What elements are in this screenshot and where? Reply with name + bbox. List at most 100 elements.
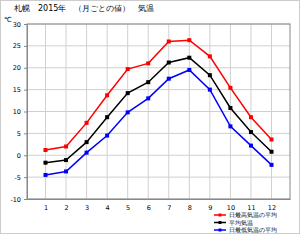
series-marker <box>105 115 109 119</box>
series-marker <box>228 124 232 128</box>
legend-line <box>214 222 226 224</box>
series-marker <box>228 86 232 90</box>
series-marker <box>167 40 171 44</box>
x-tick-label: 6 <box>147 204 151 212</box>
y-axis-line <box>24 25 28 200</box>
series-marker <box>85 140 89 144</box>
legend-label: 日最高気温の平均 <box>229 211 277 218</box>
series-marker <box>85 151 89 155</box>
y-tick: 5 <box>17 130 27 138</box>
y-tick-label: 15 <box>13 86 21 94</box>
x-axis-line <box>28 199 291 200</box>
legend-line <box>214 214 226 216</box>
y-axis-title: ℃ <box>4 16 12 24</box>
legend-marker <box>219 229 222 232</box>
legend: 日最高気温の平均平均気温日最低気温の平均 <box>214 211 277 233</box>
x-grid-line <box>168 24 169 199</box>
y-tick-label: 30 <box>13 21 21 29</box>
x-tick-label: 1 <box>44 204 48 212</box>
y-tick-mark <box>24 133 27 134</box>
y-tick-mark <box>24 90 27 91</box>
series-marker <box>187 68 191 72</box>
x-tick: 5 <box>126 199 130 212</box>
x-tick-label: 9 <box>208 204 212 212</box>
x-tick: 8 <box>188 199 192 212</box>
series-marker <box>85 121 89 125</box>
y-tick: 0 <box>17 152 27 160</box>
y-tick: 30 <box>13 21 27 29</box>
chart: 札幌 2015年 （月ごとの値） 気温℃-10-5051015202530123… <box>0 0 300 234</box>
series-marker <box>126 110 130 114</box>
legend-marker <box>219 221 222 224</box>
x-grid-line <box>271 24 272 199</box>
series-marker <box>228 106 232 110</box>
x-axis: 123456789101112 <box>28 199 291 212</box>
x-tick: 10 <box>227 199 235 212</box>
x-tick-label: 4 <box>106 204 110 212</box>
y-tick: 10 <box>13 108 27 116</box>
x-tick: 6 <box>147 199 151 212</box>
legend-item: 日最高気温の平均 <box>214 211 277 218</box>
x-tick: 7 <box>167 199 171 212</box>
y-tick-mark <box>24 46 27 47</box>
series-line <box>45 70 271 175</box>
y-tick-mark <box>24 24 27 25</box>
plot-frame <box>27 24 290 199</box>
series-marker <box>187 56 191 60</box>
y-tick: 25 <box>13 42 27 50</box>
series-marker <box>43 173 47 177</box>
y-tick-mark <box>24 155 27 156</box>
y-axis: -10-5051015202530 <box>10 21 27 204</box>
series-marker <box>105 134 109 138</box>
y-tick-mark <box>24 112 27 113</box>
y-tick-label: 10 <box>13 108 21 116</box>
series-marker <box>167 61 171 65</box>
series-marker <box>270 138 274 142</box>
series-marker <box>167 77 171 81</box>
x-tick: 12 <box>268 199 276 212</box>
x-grid-line <box>45 24 46 199</box>
series-marker <box>146 61 150 65</box>
series-marker <box>146 80 150 84</box>
x-tick: 4 <box>106 199 110 212</box>
x-tick-label: 2 <box>64 204 68 212</box>
y-tick-mark <box>24 199 27 200</box>
x-tick-label: 8 <box>188 204 192 212</box>
x-grid-line <box>209 24 210 199</box>
series-marker <box>126 67 130 71</box>
series-marker <box>64 169 68 173</box>
x-grid-line <box>230 24 231 199</box>
x-tick: 9 <box>208 199 212 212</box>
series-marker <box>249 115 253 119</box>
series-marker <box>43 161 47 165</box>
y-tick: -10 <box>10 196 27 204</box>
grid <box>27 24 290 199</box>
series-marker <box>146 96 150 100</box>
legend-label: 平均気温 <box>229 219 253 226</box>
x-tick: 1 <box>44 199 48 212</box>
series-marker <box>187 38 191 42</box>
x-tick: 2 <box>64 199 68 212</box>
plot-area <box>43 38 273 177</box>
x-grid-line <box>107 24 108 199</box>
legend-label: 日最低気温の平均 <box>229 226 277 233</box>
y-tick-label: -10 <box>10 196 21 204</box>
series-marker <box>249 130 253 134</box>
x-tick: 11 <box>247 199 255 212</box>
background <box>1 1 300 234</box>
x-grid-line <box>189 24 190 199</box>
x-tick-label: 5 <box>126 204 130 212</box>
x-tick: 3 <box>85 199 89 212</box>
y-tick: -5 <box>15 174 27 182</box>
series-marker <box>64 145 68 149</box>
series-marker <box>270 150 274 154</box>
title: 札幌 2015年 （月ごとの値） 気温 <box>14 4 154 13</box>
series-marker <box>208 73 212 77</box>
legend-marker <box>219 214 222 217</box>
y-tick-label: 25 <box>13 42 21 50</box>
legend-item: 平均気温 <box>214 219 253 226</box>
y-tick: 15 <box>13 86 27 94</box>
y-tick-label: -5 <box>15 174 21 182</box>
x-grid-line <box>250 24 251 199</box>
y-tick-mark <box>24 177 27 178</box>
